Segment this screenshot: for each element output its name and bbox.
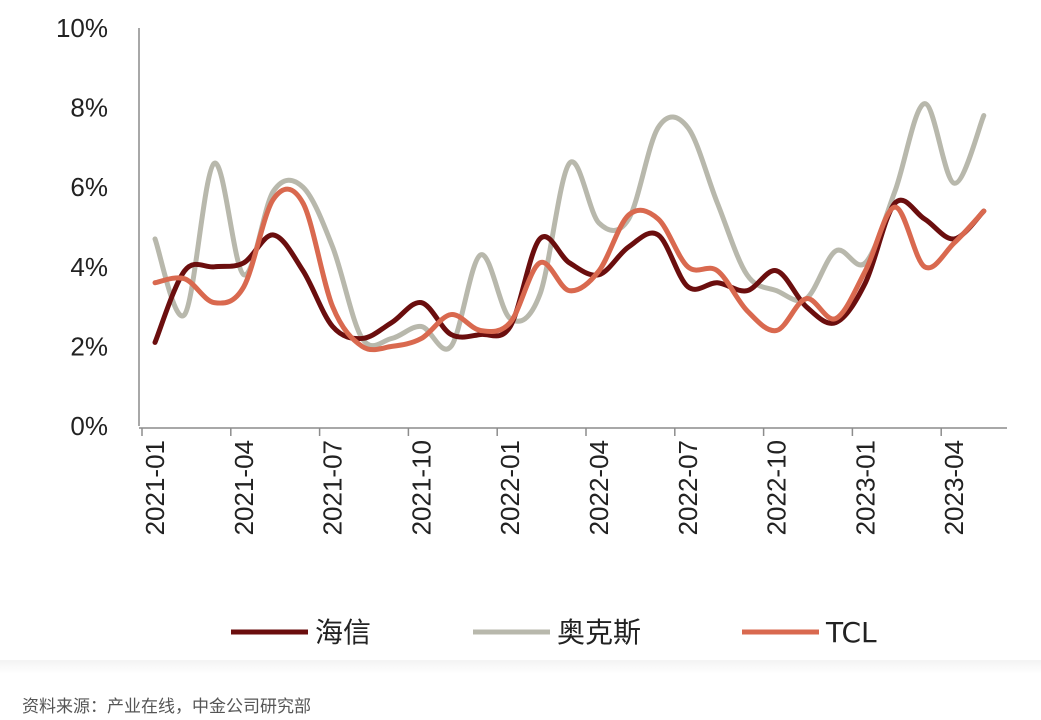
- y-tick-label: 8%: [70, 93, 108, 123]
- x-tick-label: 2022-01: [495, 440, 525, 535]
- series-line-2: [152, 186, 987, 353]
- footer-divider: [0, 660, 1041, 674]
- y-axis-ticks: 0% 2% 4% 6% 8% 10%: [56, 13, 108, 441]
- x-tick-label: 2021-10: [406, 440, 436, 535]
- series-line-0: [152, 197, 987, 345]
- series-line-1: [152, 101, 987, 352]
- source-note: 资料来源：产业在线，中金公司研究部: [22, 697, 311, 717]
- y-tick-label: 0%: [70, 411, 108, 441]
- x-axis-ticks: 2021-01 2021-04 2021-07 2021-10 2022-01 2022-…: [140, 428, 969, 535]
- series-lines: [152, 101, 987, 353]
- legend-label: 海信: [315, 616, 371, 649]
- y-tick-label: 6%: [70, 172, 108, 202]
- x-tick-label: 2023-04: [939, 440, 969, 535]
- x-tick-label: 2021-04: [229, 440, 259, 535]
- y-tick-label: 10%: [56, 13, 108, 43]
- x-tick-label: 2022-10: [762, 440, 792, 535]
- line-chart: 0%2%4%6%8%10% 2021-01 2021-04 2021-07 2021-…: [56, 13, 1007, 649]
- legend: 海信 奥克斯 TCL: [231, 616, 877, 649]
- x-tick-label: 2022-07: [673, 440, 703, 535]
- y-tick-label: 2%: [70, 331, 108, 361]
- x-tick-label: 2021-07: [318, 440, 348, 535]
- legend-label: TCL: [825, 616, 877, 649]
- y-tick-label: 4%: [70, 252, 108, 282]
- legend-label: 奥克斯: [557, 616, 641, 649]
- x-tick-label: 2021-01: [140, 440, 170, 535]
- x-tick-label: 2022-04: [584, 440, 614, 535]
- x-tick-label: 2023-01: [850, 440, 880, 535]
